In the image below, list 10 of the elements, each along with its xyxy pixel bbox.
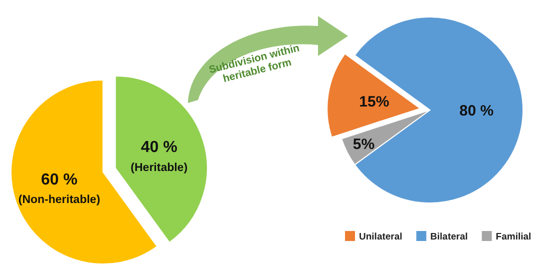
slice-label: (Non-heritable) — [18, 194, 100, 206]
data-label: 5% — [352, 136, 375, 154]
data-label: 80 % — [459, 102, 494, 120]
legend-label: Familial — [496, 231, 532, 242]
data-label: 40 % — [140, 139, 178, 156]
data-label: 60 % — [41, 172, 78, 189]
legend-label: Unilateral — [359, 231, 402, 242]
slice-label: (Heritable) — [130, 162, 188, 174]
legend-label: Bilateral — [430, 231, 468, 242]
data-label: 15% — [359, 93, 390, 110]
